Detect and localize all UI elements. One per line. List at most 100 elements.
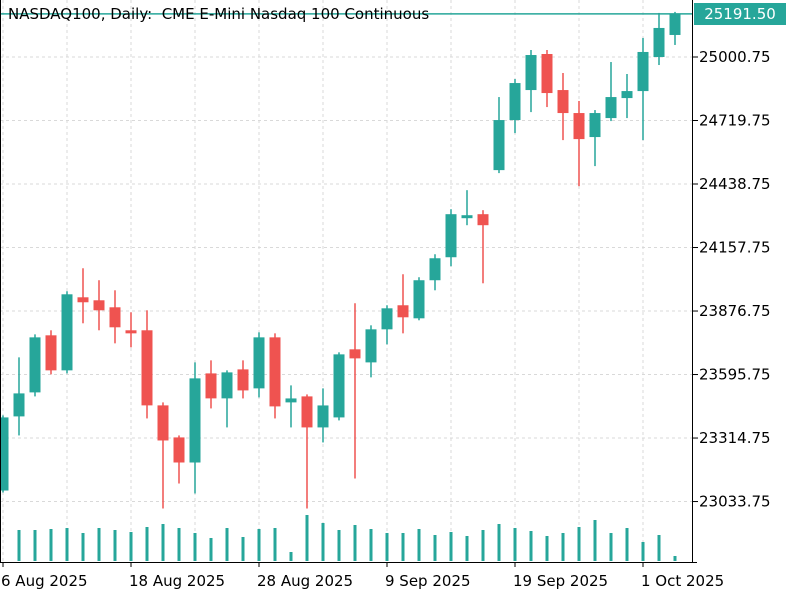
volume-bar — [225, 528, 229, 561]
price-axis-label: 23876.75 — [699, 302, 771, 320]
candle-body — [29, 337, 41, 393]
candle-body — [237, 369, 249, 391]
volume-bar — [17, 530, 21, 561]
candle-body — [653, 27, 665, 57]
candle-body — [13, 393, 25, 417]
volume-bar — [417, 529, 421, 561]
volume-bar — [481, 530, 485, 561]
volume-bar — [577, 527, 581, 561]
volume-bar — [385, 533, 389, 561]
candle-body — [45, 335, 57, 371]
candle-body — [317, 405, 329, 428]
date-axis-label: 19 Sep 2025 — [513, 572, 608, 590]
candle-body — [125, 330, 137, 334]
volume-bar — [49, 529, 53, 561]
price-axis-label: 25000.75 — [699, 48, 771, 66]
volume-bar — [353, 525, 357, 561]
volume-bar — [65, 528, 69, 561]
candle-body — [397, 305, 409, 318]
candle-body — [189, 378, 201, 463]
candle-body — [0, 417, 9, 491]
volume-bar — [305, 515, 309, 561]
price-axis-label: 24157.75 — [699, 239, 771, 257]
candle-body — [541, 54, 553, 94]
date-axis-label: 9 Sep 2025 — [385, 572, 471, 590]
volume-bar — [545, 536, 549, 561]
date-axis-label: 1 Oct 2025 — [641, 572, 724, 590]
candle-body — [173, 437, 185, 463]
candle-body — [349, 349, 361, 359]
candle-body — [157, 405, 169, 441]
candle-body — [589, 113, 601, 138]
current-price-badge — [694, 3, 786, 25]
volume-bar — [529, 531, 533, 561]
volume-bar — [129, 532, 133, 561]
volume-bar — [465, 536, 469, 561]
volume-bar — [145, 527, 149, 561]
candle-body — [445, 214, 457, 258]
volume-bar — [209, 538, 213, 561]
date-axis-label: 18 Aug 2025 — [129, 572, 225, 590]
price-axis-label: 23595.75 — [699, 366, 771, 384]
current-price-label: 25191.50 — [704, 5, 776, 23]
candle-body — [461, 215, 473, 219]
candle-body — [333, 354, 345, 418]
volume-bar — [273, 528, 277, 561]
candle-body — [109, 307, 121, 328]
volume-bar — [289, 552, 293, 561]
candle-body — [221, 372, 233, 399]
candle-body — [669, 13, 681, 35]
volume-bar — [433, 535, 437, 561]
candle-body — [621, 91, 633, 99]
chart-title: NASDAQ100, Daily: CME E-Mini Nasdaq 100 … — [8, 5, 430, 23]
volume-bar — [401, 533, 405, 561]
volume-bar — [609, 533, 613, 561]
price-axis-label: 24438.75 — [699, 175, 771, 193]
candle-body — [493, 120, 505, 171]
volume-bar — [241, 537, 245, 561]
volume-bar — [593, 520, 597, 561]
candle-body — [573, 113, 585, 140]
candle-body — [477, 214, 489, 226]
volume-bar — [641, 542, 645, 561]
volume-bar — [97, 528, 101, 561]
candle-body — [381, 308, 393, 330]
volume-bar — [657, 535, 661, 561]
candle-body — [253, 337, 265, 389]
volume-bar — [513, 528, 517, 561]
candle-body — [557, 90, 569, 114]
volume-bar — [673, 556, 677, 561]
volume-bar — [561, 533, 565, 561]
candle-body — [509, 83, 521, 121]
candle-body — [429, 258, 441, 281]
candle-body — [93, 300, 105, 311]
volume-bar — [497, 524, 501, 561]
volume-bar — [449, 532, 453, 561]
candle-body — [525, 55, 537, 91]
volume-bar — [33, 530, 37, 561]
volume-bar — [161, 524, 165, 561]
volume-bar — [193, 533, 197, 561]
volume-bar — [257, 529, 261, 561]
candle-body — [285, 398, 297, 403]
candle-body — [365, 329, 377, 363]
volume-bar — [625, 528, 629, 561]
candle-body — [269, 337, 281, 407]
candle-body — [61, 294, 73, 371]
candle-body — [141, 330, 153, 406]
volume-bar — [321, 523, 325, 561]
volume-bar — [177, 528, 181, 561]
price-axis-label: 24719.75 — [699, 112, 771, 130]
candle-body — [637, 51, 649, 92]
price-axis-label: 23314.75 — [699, 429, 771, 447]
candle-body — [413, 280, 425, 319]
candle-body — [605, 97, 617, 119]
candle-body — [77, 297, 89, 303]
date-axis-label: 28 Aug 2025 — [257, 572, 353, 590]
price-axis-label: 23033.75 — [699, 493, 771, 511]
date-axis-label: 6 Aug 2025 — [1, 572, 88, 590]
volume-bar — [113, 530, 117, 561]
candle-body — [205, 373, 217, 399]
